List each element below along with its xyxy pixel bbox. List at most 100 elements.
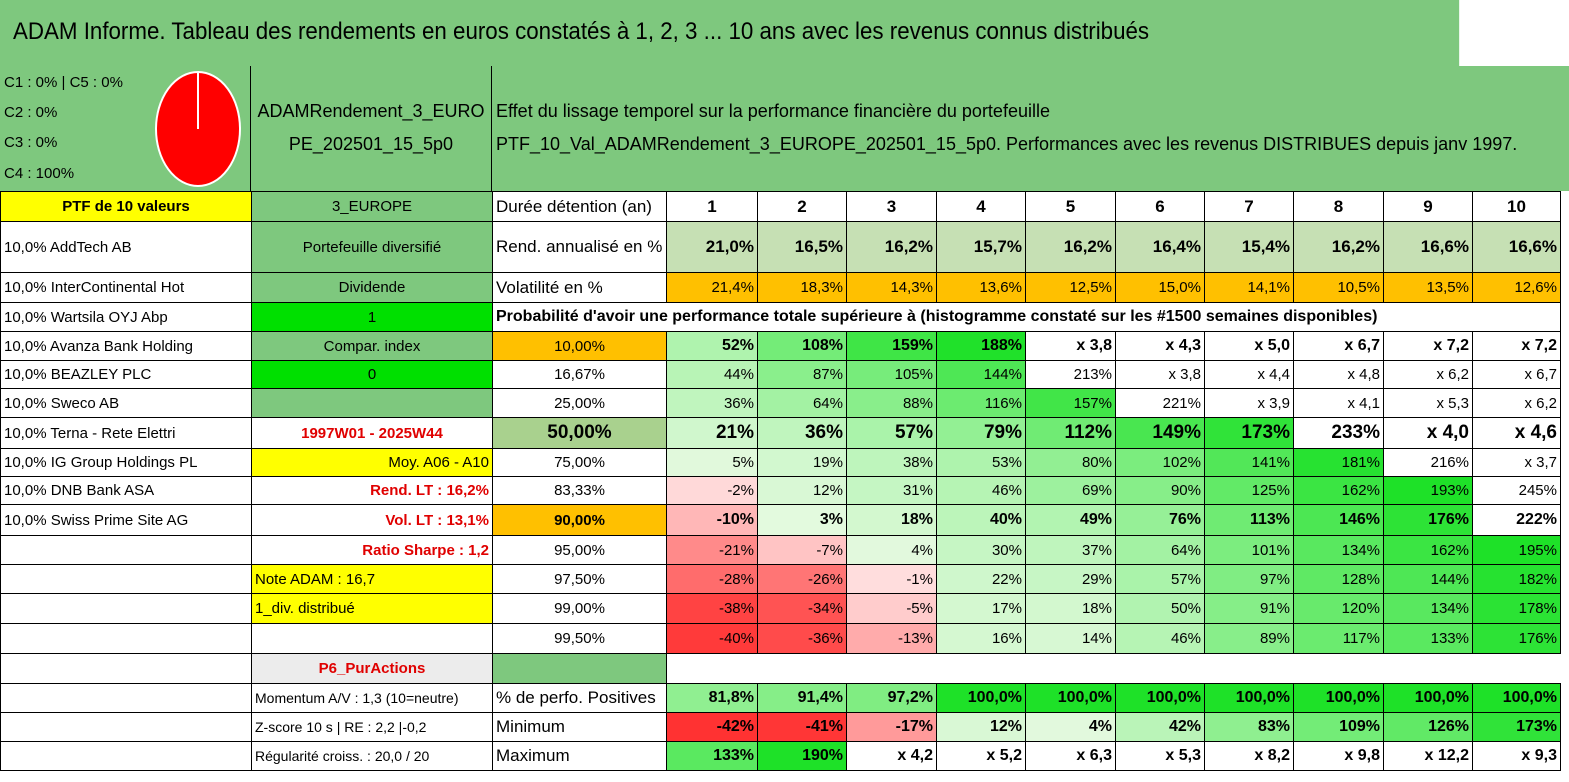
value-cell: 116% — [936, 388, 1026, 418]
value-cell: 12,5% — [1025, 272, 1116, 303]
value-cell: 21,0% — [666, 221, 758, 273]
info-cell: P6_PurActions — [251, 653, 493, 684]
value-cell: 10,5% — [1293, 272, 1384, 303]
info-cell — [251, 388, 493, 418]
value-cell: 21% — [666, 417, 758, 449]
value-cell: 53% — [936, 448, 1026, 477]
value-cell: 36% — [757, 417, 847, 449]
value-cell: 16,4% — [1115, 221, 1205, 273]
value-cell: 176% — [1472, 623, 1561, 654]
value-cell: 50% — [1115, 593, 1205, 624]
value-cell: 213% — [1025, 360, 1116, 389]
value-cell: 14,1% — [1204, 272, 1294, 303]
holding-cell: 10,0% DNB Bank ASA — [0, 476, 252, 505]
value-cell: 159% — [846, 331, 937, 361]
portfolio-name-line1: ADAMRendement_3_EURO — [257, 101, 485, 121]
value-cell: 126% — [1383, 712, 1473, 742]
label-cell: % de perfo. Positives — [492, 683, 667, 713]
value-cell: 144% — [1383, 564, 1473, 594]
value-cell: 16,6% — [1383, 221, 1473, 273]
value-cell: -26% — [757, 564, 847, 594]
holding-cell — [0, 535, 252, 565]
year-header-cell: 5 — [1025, 191, 1116, 222]
allocation-line: C3 : 0% — [4, 134, 58, 151]
value-cell: 100,0% — [1115, 683, 1205, 713]
value-cell: 91,4% — [757, 683, 847, 713]
value-cell: 100,0% — [1383, 683, 1473, 713]
value-cell: 182% — [1472, 564, 1561, 594]
value-cell: 144% — [936, 360, 1026, 389]
value-cell: 100,0% — [1025, 683, 1116, 713]
value-cell: 188% — [936, 331, 1026, 361]
table-row: 99,50% -40% -36% -13% 16% 14% 46% 89% 117% 133% 17… — [0, 623, 1561, 654]
value-cell: 190% — [757, 741, 847, 771]
value-cell: 57% — [846, 417, 937, 449]
holding-cell: 10,0% Wartsila OYJ Abp — [0, 302, 252, 332]
value-cell: -5% — [846, 593, 937, 624]
portfolio-description-cell: Effet du lissage temporel sur la perform… — [492, 66, 1569, 191]
value-cell: 125% — [1204, 476, 1294, 505]
value-cell: 64% — [757, 388, 847, 418]
table-row: Z-score 10 s | RE : 2,2 |-0,2 Minimum -42%… — [0, 712, 1561, 742]
info-cell: Portefeuille diversifié — [251, 221, 493, 273]
value-cell: x 6,7 — [1472, 360, 1561, 389]
label-cell — [492, 653, 667, 684]
holding-cell — [0, 683, 252, 713]
label-cell: Volatilité en % — [492, 272, 667, 303]
holding-cell: 10,0% InterContinental Hot — [0, 272, 252, 303]
label-cell: Minimum — [492, 712, 667, 742]
table-row: 10,0% Terna - Rete Elettri 1997W01 - 2025… — [0, 417, 1561, 449]
value-cell: 12,6% — [1472, 272, 1561, 303]
label-cell: Maximum — [492, 741, 667, 771]
holding-cell: 10,0% IG Group Holdings PL — [0, 448, 252, 477]
value-cell: 173% — [1204, 417, 1294, 449]
info-cell: Rend. LT : 16,2% — [251, 476, 493, 505]
value-cell: 157% — [1025, 388, 1116, 418]
portfolio-name-line2: PE_202501_15_5p0 — [288, 134, 454, 154]
value-cell: 18% — [846, 504, 937, 536]
value-cell: 149% — [1115, 417, 1205, 449]
label-cell: 99,50% — [492, 623, 667, 654]
value-cell: 13,6% — [936, 272, 1026, 303]
label-cell: 83,33% — [492, 476, 667, 505]
holding-cell: 10,0% AddTech AB — [0, 221, 252, 273]
holding-cell: 10,0% Terna - Rete Elettri — [0, 417, 252, 449]
value-cell: 31% — [846, 476, 937, 505]
value-cell: x 3,9 — [1204, 388, 1294, 418]
table-row: Régularité croiss. : 20,0 / 20 Maximum 133… — [0, 741, 1561, 771]
value-cell: 112% — [1025, 417, 1116, 449]
value-cell: 42% — [1115, 712, 1205, 742]
value-cell: -17% — [846, 712, 937, 742]
value-cell: 22% — [936, 564, 1026, 594]
value-cell: 120% — [1293, 593, 1384, 624]
value-cell: 221% — [1115, 388, 1205, 418]
value-cell: 216% — [1383, 448, 1473, 477]
year-header-cell: 2 — [757, 191, 847, 222]
value-cell: -34% — [757, 593, 847, 624]
value-cell: -21% — [666, 535, 758, 565]
value-cell: 4% — [1025, 712, 1116, 742]
value-cell: -42% — [666, 712, 758, 742]
info-cell: 1997W01 - 2025W44 — [251, 417, 493, 449]
value-cell: -10% — [666, 504, 758, 536]
value-cell: 134% — [1383, 593, 1473, 624]
value-cell: 146% — [1293, 504, 1384, 536]
table-row: 10,0% Avanza Bank Holding Compar. index 10… — [0, 331, 1561, 361]
value-cell: 176% — [1383, 504, 1473, 536]
table-row: 10,0% InterContinental Hot Dividende Volat… — [0, 272, 1561, 303]
holding-cell: 10,0% Swiss Prime Site AG — [0, 504, 252, 536]
table-row: 10,0% Wartsila OYJ Abp 1 Probabilité d'avo… — [0, 302, 1561, 332]
value-cell: 134% — [1293, 535, 1384, 565]
value-cell: 3% — [757, 504, 847, 536]
value-cell: 97% — [1204, 564, 1294, 594]
year-header-cell: 4 — [936, 191, 1026, 222]
info-cell: Note ADAM : 16,7 — [251, 564, 493, 594]
allocation-line: C1 : 0% | C5 : 0% — [4, 74, 123, 91]
table-row: 10,0% IG Group Holdings PL Moy. A06 - A10… — [0, 448, 1561, 477]
allocation-panel: C1 : 0% | C5 : 0% C2 : 0% C3 : 0% C4 : 1… — [0, 66, 251, 191]
value-cell: 30% — [936, 535, 1026, 565]
value-cell: x 3,8 — [1115, 360, 1205, 389]
value-cell: 83% — [1204, 712, 1294, 742]
year-header-cell: 10 — [1472, 191, 1561, 222]
info-cell: Ratio Sharpe : 1,2 — [251, 535, 493, 565]
